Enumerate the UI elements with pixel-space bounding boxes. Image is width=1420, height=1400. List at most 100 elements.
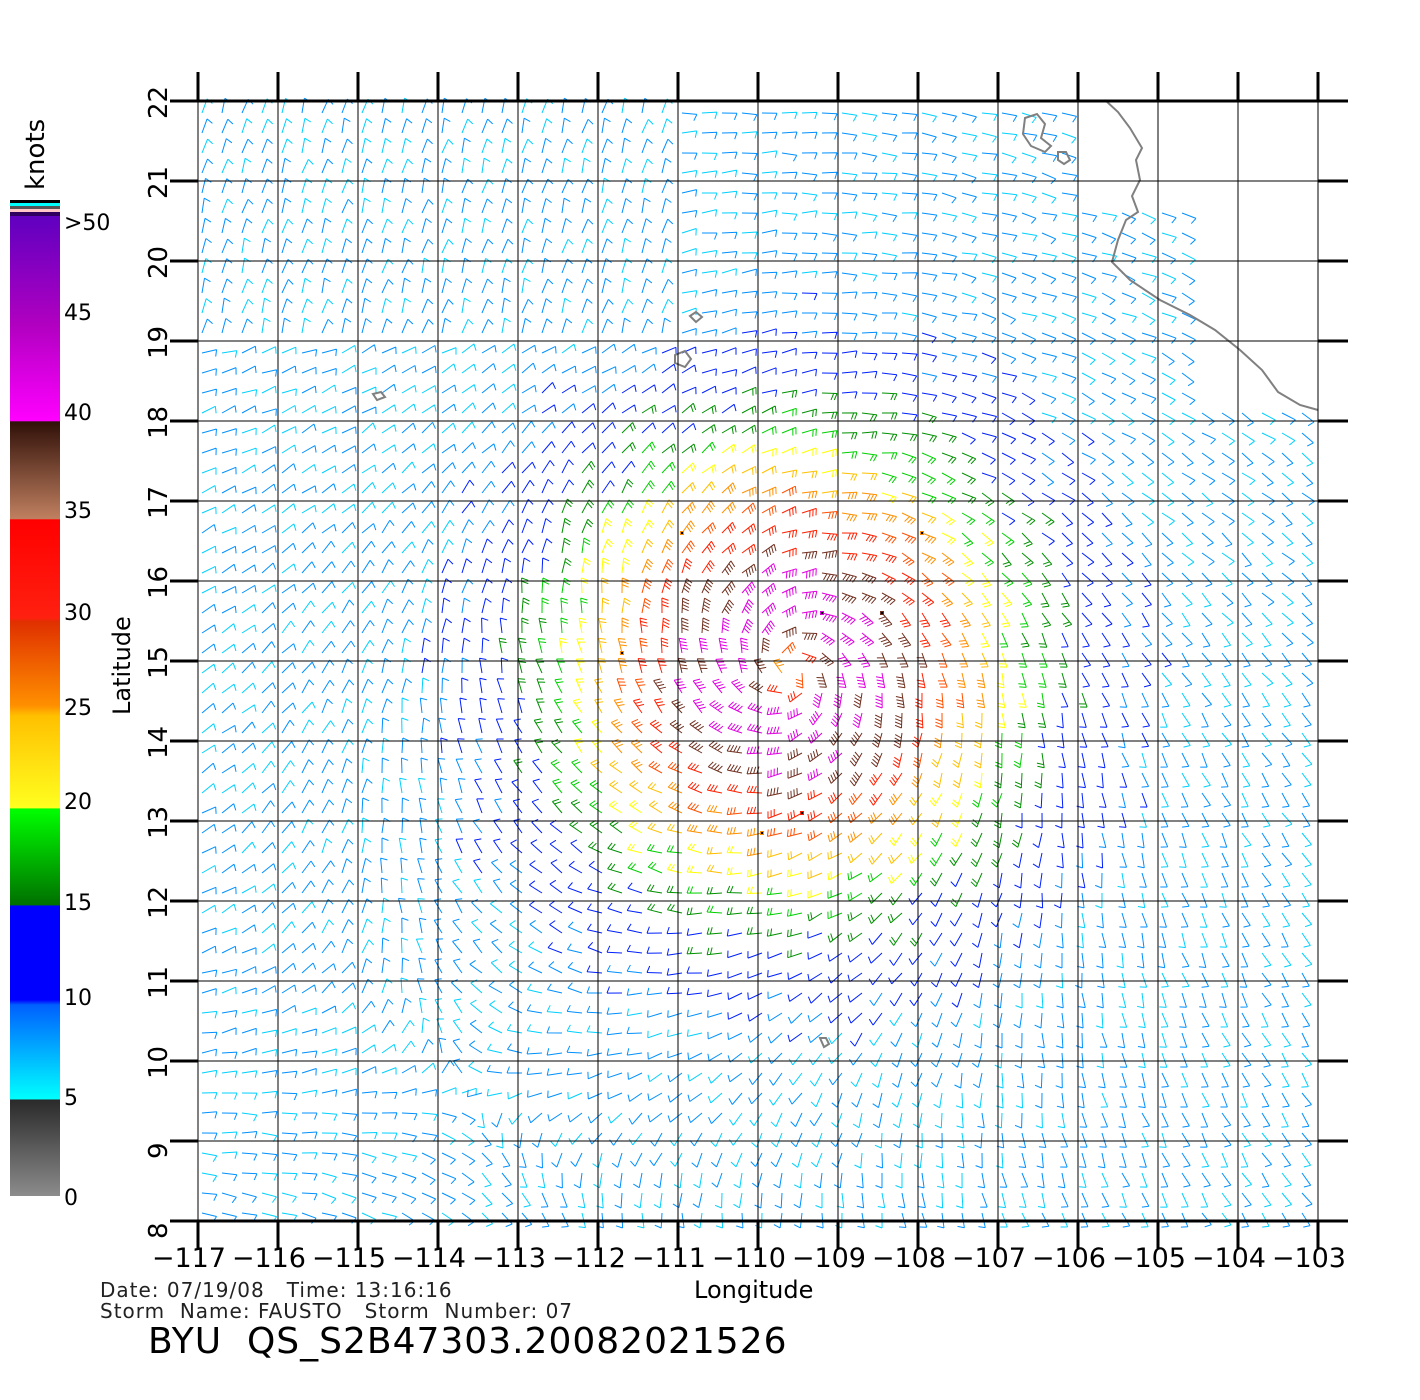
wind-barb [281, 218, 294, 234]
wind-barb [1159, 912, 1167, 928]
wind-barb [201, 277, 211, 294]
wind-barb [201, 1132, 218, 1140]
wind-barb [1261, 792, 1270, 808]
wind-barb [761, 486, 777, 497]
wind-barb [1021, 132, 1038, 142]
wind-barb [361, 238, 373, 254]
wind-barb [501, 440, 515, 454]
wind-barb [1240, 1152, 1249, 1168]
wind-barb [807, 852, 823, 862]
wind-barb [361, 464, 377, 474]
wind-barb [606, 964, 623, 974]
wind-barb [1201, 1212, 1212, 1228]
wind-barb [241, 642, 257, 654]
wind-barb [1220, 1012, 1229, 1028]
wind-barb [996, 1092, 1004, 1109]
wind-barb [842, 152, 858, 160]
wind-barb [581, 197, 592, 214]
wind-barb [1141, 732, 1150, 748]
wind-barb [261, 446, 277, 454]
wind-barb [201, 585, 217, 594]
wind-barb [455, 838, 464, 854]
wind-barb [509, 980, 523, 994]
wind-barb [561, 278, 573, 294]
wind-barb [771, 1132, 783, 1148]
wind-barb [990, 892, 1003, 908]
wind-barb [941, 552, 955, 567]
wind-barb [546, 1026, 563, 1034]
wind-barb [321, 720, 336, 734]
wind-barb [961, 112, 977, 123]
lon-tick-label: −106 [1031, 1243, 1106, 1274]
wind-barb [801, 590, 818, 600]
wind-barb [972, 972, 983, 989]
wind-barb [721, 464, 737, 474]
wind-barb [827, 972, 843, 984]
lat-tick-label: 9 [144, 1142, 174, 1159]
wind-barb [401, 1172, 417, 1184]
wind-barb [741, 172, 758, 182]
wind-barb [956, 1192, 964, 1209]
wind-barb [546, 1068, 563, 1076]
wind-barb [1301, 652, 1312, 668]
wind-barb [221, 643, 237, 654]
wind-barb [547, 942, 563, 954]
wind-barb [261, 218, 274, 234]
wind-barb [221, 1192, 237, 1204]
wind-barb [341, 238, 352, 254]
wind-barb [1100, 1092, 1109, 1108]
wind-barb [1301, 692, 1311, 708]
wind-barb [381, 158, 393, 174]
wind-barb [1281, 792, 1290, 808]
wind-barb [321, 444, 337, 454]
wind-barb [706, 824, 723, 834]
wind-barb [1281, 712, 1291, 728]
wind-barb [1180, 912, 1189, 928]
wind-barb [696, 658, 708, 674]
wind-barb [401, 502, 417, 514]
wind-barb [241, 157, 252, 174]
wind-barb [901, 532, 917, 544]
wind-barb [301, 759, 314, 774]
wind-barb [418, 957, 426, 974]
wind-barb [301, 404, 317, 414]
wind-barb [452, 1038, 463, 1054]
wind-barb [1061, 272, 1077, 284]
wind-barb [281, 483, 297, 494]
wind-barb [761, 112, 778, 120]
wind-barb [727, 992, 743, 1000]
wind-barb [956, 692, 965, 709]
wind-barb [748, 1092, 763, 1105]
wind-barb [301, 719, 315, 734]
wind-barb [741, 386, 757, 396]
wind-barb [901, 552, 915, 567]
wind-barb [1199, 992, 1207, 1008]
wind-barb [641, 119, 654, 134]
wind-barb [381, 482, 397, 494]
wind-barb [421, 717, 431, 734]
wind-barb [861, 132, 878, 143]
wind-barb [541, 278, 554, 294]
wind-barb [1021, 432, 1037, 445]
wind-barb [1261, 852, 1272, 868]
wind-barb [801, 131, 818, 140]
wind-barb [475, 738, 483, 754]
wind-barb [856, 1192, 865, 1209]
wind-barb [521, 117, 531, 134]
wind-barb [461, 217, 472, 234]
wind-barb [494, 778, 503, 794]
wind-barb [567, 1091, 583, 1100]
wind-barb [201, 138, 214, 154]
wind-barb [506, 1066, 522, 1074]
wind-barb [400, 937, 409, 954]
wind-barb [670, 1152, 683, 1167]
wind-barb [1056, 712, 1064, 729]
wind-barb [441, 558, 454, 574]
wind-barb [1241, 1012, 1250, 1028]
wind-barb [1053, 892, 1063, 909]
wind-barb [721, 599, 735, 615]
wind-barb [1041, 192, 1057, 204]
wind-barb [807, 729, 823, 744]
wind-barb [847, 952, 863, 963]
wind-barb [761, 563, 777, 577]
